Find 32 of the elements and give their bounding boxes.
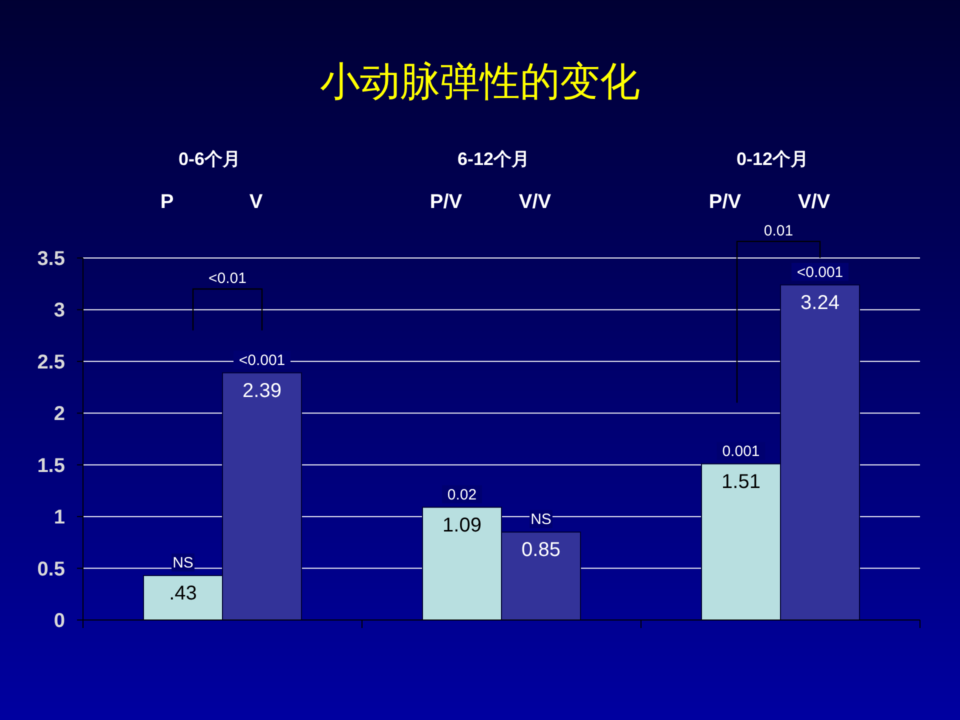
annotation: NS — [530, 511, 552, 528]
y-tick-label: 2 — [54, 403, 65, 426]
data-label: 1.09 — [442, 514, 482, 536]
x-tick-label: 6-12个月 — [458, 149, 530, 169]
chart-title: 小动脉弹性的变化 — [320, 60, 640, 104]
annotation: <0.001 — [796, 264, 844, 281]
annotation: 0.001 — [722, 442, 760, 460]
annotation: <0.01 — [208, 270, 246, 288]
annotation: 0.02 — [447, 486, 477, 504]
x-tick-label: 0-12个月 — [736, 149, 809, 169]
y-tick-label: 0 — [54, 610, 65, 632]
x-tick-label: 0-6个月 — [178, 149, 241, 169]
data-label: 1.51 — [722, 470, 760, 493]
text: P — [160, 191, 174, 213]
text: V/V — [518, 191, 552, 213]
text: V/V — [798, 191, 831, 213]
data-label: 2.39 — [242, 380, 282, 402]
text: 0.01 — [764, 222, 794, 240]
data-label: 0.85 — [522, 539, 560, 562]
y-tick-label: 2.5 — [37, 351, 65, 374]
text: P/V — [430, 191, 463, 213]
y-tick-label: 3.5 — [37, 248, 65, 270]
y-tick-label: 1 — [54, 506, 65, 529]
annotation: <0.001 — [238, 352, 286, 369]
text: P/V — [708, 191, 742, 213]
y-tick-label: 3 — [54, 300, 65, 322]
y-tick-label: 1.5 — [37, 454, 65, 477]
data-label: 3.24 — [800, 292, 840, 314]
text: V — [249, 191, 264, 213]
y-tick-label: 0.5 — [37, 558, 65, 580]
annotation: NS — [172, 554, 194, 572]
data-label: .43 — [169, 582, 197, 605]
